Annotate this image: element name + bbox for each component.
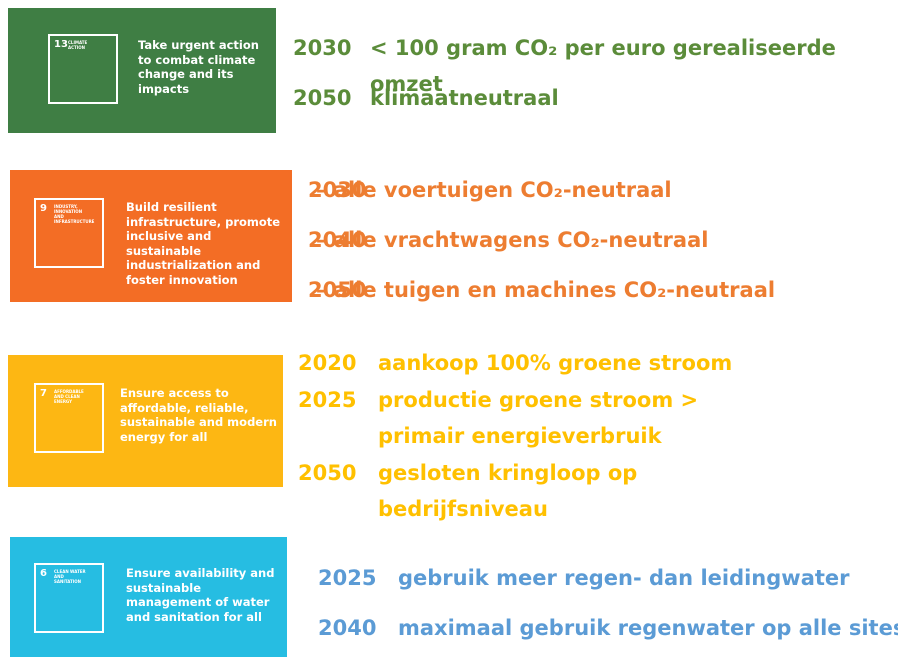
goal-description: Ensure availability and sustainable mana…: [126, 566, 275, 624]
target-text: maximaal gebruik regenwater op alle site…: [398, 616, 898, 640]
goal-description: Ensure access to affordable, reliable, s…: [120, 386, 277, 444]
goal-number: 6: [40, 568, 47, 579]
target-text: aankoop 100% groene stroom: [378, 351, 733, 375]
target: 2025 gebruik meer regen- dan leidingwater: [318, 560, 898, 596]
goal-description: Build resilient infrastructure, promote …: [126, 200, 281, 287]
target-text: productie groene stroom > primair energi…: [378, 388, 699, 448]
target-text: < 100 gram CO₂ per euro gerealiseerde om…: [370, 36, 836, 96]
target-year: 2030: [293, 36, 352, 60]
target: 2040 maximaal gebruik regenwater op alle …: [318, 610, 898, 646]
target: 2030– alle voertuigen CO₂-neutraal: [308, 172, 876, 208]
target: 2025 productie groene stroom > primair en…: [298, 382, 788, 454]
target-text: gesloten kringloop op bedrijfsniveau: [378, 461, 638, 521]
sdg-icon: 13 CLIMATE ACTION: [48, 34, 118, 104]
target-text: – alle vrachtwagens CO₂-neutraal: [316, 228, 709, 252]
goal-number: 7: [40, 388, 47, 399]
target-year: 2050: [298, 461, 357, 485]
target-text: – alle voertuigen CO₂-neutraal: [316, 178, 672, 202]
goal-label: CLIMATE ACTION: [68, 40, 88, 50]
target: 2020 aankoop 100% groene stroom: [298, 345, 788, 381]
target-year: 2020: [298, 351, 357, 375]
target-text: klimaatneutraal: [370, 86, 559, 110]
target-year: 2040: [318, 616, 377, 640]
target-text: – alle tuigen en machines CO₂-neutraal: [316, 278, 776, 302]
target: 2030 < 100 gram CO₂ per euro gerealiseerd…: [293, 30, 890, 102]
goal-label: AFFORDABLE AND CLEAN ENERGY: [54, 389, 84, 404]
target: 2040– alle vrachtwagens CO₂-neutraal: [308, 222, 876, 258]
target-year: 2025: [318, 566, 377, 590]
goal-label: INDUSTRY, INNOVATION AND INFRASTRUCTURE: [54, 204, 95, 224]
sdg-icon: 6 CLEAN WATER AND SANITATION: [34, 563, 104, 633]
target: 2050– alle tuigen en machines CO₂-neutra…: [308, 272, 876, 308]
goal-label: CLEAN WATER AND SANITATION: [54, 569, 86, 584]
target: 2050 gesloten kringloop op bedrijfsniveau: [298, 455, 788, 527]
target-year: 2025: [298, 388, 357, 412]
target-year: 2050: [293, 86, 352, 110]
sdg-icon: 7 AFFORDABLE AND CLEAN ENERGY: [34, 383, 104, 453]
goal-number: 13: [54, 39, 68, 50]
target: 2050 klimaatneutraal: [293, 80, 890, 116]
goal-number: 9: [40, 203, 47, 214]
goal-description: Take urgent action to combat climate cha…: [138, 38, 259, 96]
target-text: gebruik meer regen- dan leidingwater: [398, 566, 850, 590]
sdg-icon: 9 INDUSTRY, INNOVATION AND INFRASTRUCTURE: [34, 198, 104, 268]
